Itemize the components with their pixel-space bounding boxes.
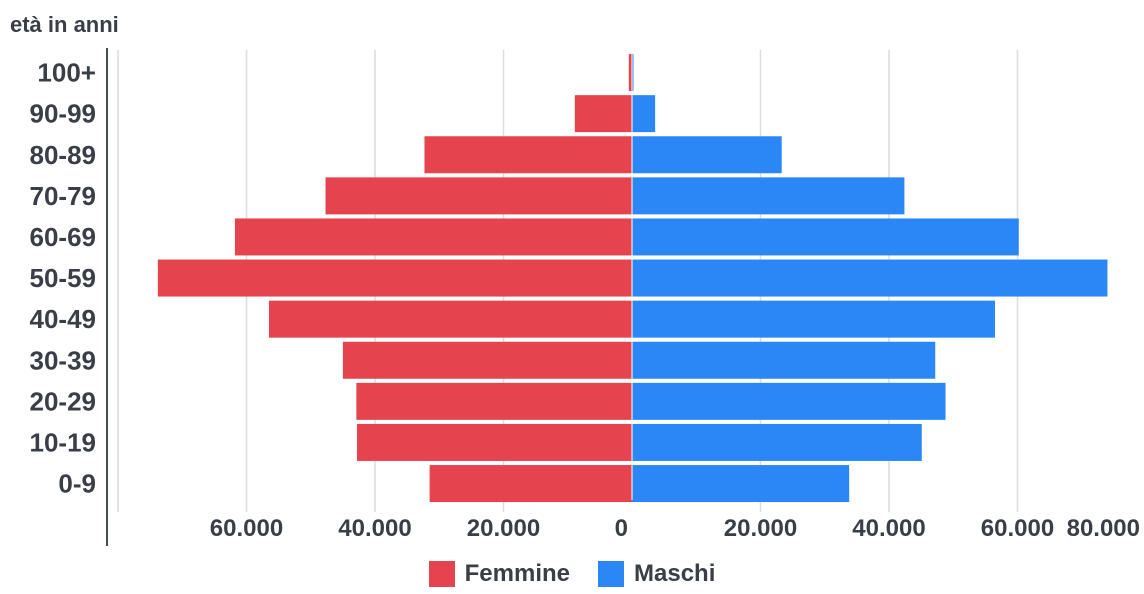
legend-swatch-maschi bbox=[598, 561, 624, 587]
legend-item-maschi[interactable]: Maschi bbox=[598, 560, 715, 588]
y-tick-label: 10-19 bbox=[30, 427, 97, 457]
x-tick-label: 20.000 bbox=[724, 515, 797, 542]
bar-maschi-30-39[interactable] bbox=[632, 341, 936, 379]
y-tick-label: 30-39 bbox=[30, 345, 97, 375]
y-tick-label: 60-69 bbox=[30, 222, 97, 252]
legend: Femmine Maschi bbox=[0, 560, 1144, 588]
y-tick-label: 80-89 bbox=[30, 140, 97, 170]
legend-swatch-femmine bbox=[428, 561, 455, 587]
bar-maschi-80-89[interactable] bbox=[632, 136, 782, 174]
bar-maschi-10-19[interactable] bbox=[632, 423, 922, 461]
y-tick-label: 50-59 bbox=[30, 263, 97, 293]
x-tick-label: 60.000 bbox=[210, 515, 283, 542]
bar-femmine-50-59[interactable] bbox=[157, 259, 632, 297]
x-tick-label: 40.000 bbox=[338, 515, 411, 542]
bar-maschi-50-59[interactable] bbox=[632, 259, 1108, 297]
y-tick-label: 0-9 bbox=[58, 469, 96, 499]
x-tick-label: 60.000 bbox=[981, 515, 1054, 542]
y-tick-label: 40-49 bbox=[30, 304, 97, 334]
bar-maschi-40-49[interactable] bbox=[632, 300, 996, 338]
y-tick-label: 70-79 bbox=[30, 181, 97, 211]
bar-femmine-30-39[interactable] bbox=[342, 341, 632, 379]
bar-femmine-20-29[interactable] bbox=[356, 382, 632, 420]
bar-maschi-90-99[interactable] bbox=[632, 95, 656, 133]
bar-femmine-70-79[interactable] bbox=[325, 177, 632, 215]
bar-maschi-20-29[interactable] bbox=[632, 382, 946, 420]
y-axis-title: età in anni bbox=[10, 12, 119, 37]
x-tick-label: 0 bbox=[615, 515, 628, 542]
population-pyramid-chart: 0-9 10-19 20-29 30-39 40-49 50-59 60-69 70-79 80… bbox=[30, 48, 1140, 546]
x-tick-label: 80.000 bbox=[1067, 515, 1140, 542]
bar-femmine-0-9[interactable] bbox=[429, 465, 632, 503]
bar-maschi-0-9[interactable] bbox=[632, 465, 850, 503]
y-tick-label: 100+ bbox=[37, 58, 96, 88]
bar-femmine-80-89[interactable] bbox=[424, 136, 632, 174]
bar-femmine-40-49[interactable] bbox=[268, 300, 632, 338]
bar-femmine-90-99[interactable] bbox=[574, 95, 632, 133]
legend-label-femmine: Femmine bbox=[464, 560, 570, 587]
bar-maschi-60-69[interactable] bbox=[632, 218, 1019, 256]
bar-femmine-60-69[interactable] bbox=[234, 218, 632, 256]
y-tick-label: 20-29 bbox=[30, 386, 97, 416]
bar-maschi-100+[interactable] bbox=[632, 54, 634, 92]
bar-maschi-70-79[interactable] bbox=[632, 177, 905, 215]
bar-femmine-100+[interactable] bbox=[628, 54, 632, 92]
x-tick-label: 20.000 bbox=[467, 515, 540, 542]
x-tick-label: 40.000 bbox=[852, 515, 925, 542]
bar-femmine-10-19[interactable] bbox=[357, 423, 632, 461]
legend-item-femmine[interactable]: Femmine bbox=[428, 560, 570, 588]
legend-label-maschi: Maschi bbox=[634, 560, 716, 587]
y-tick-label: 90-99 bbox=[30, 99, 97, 129]
